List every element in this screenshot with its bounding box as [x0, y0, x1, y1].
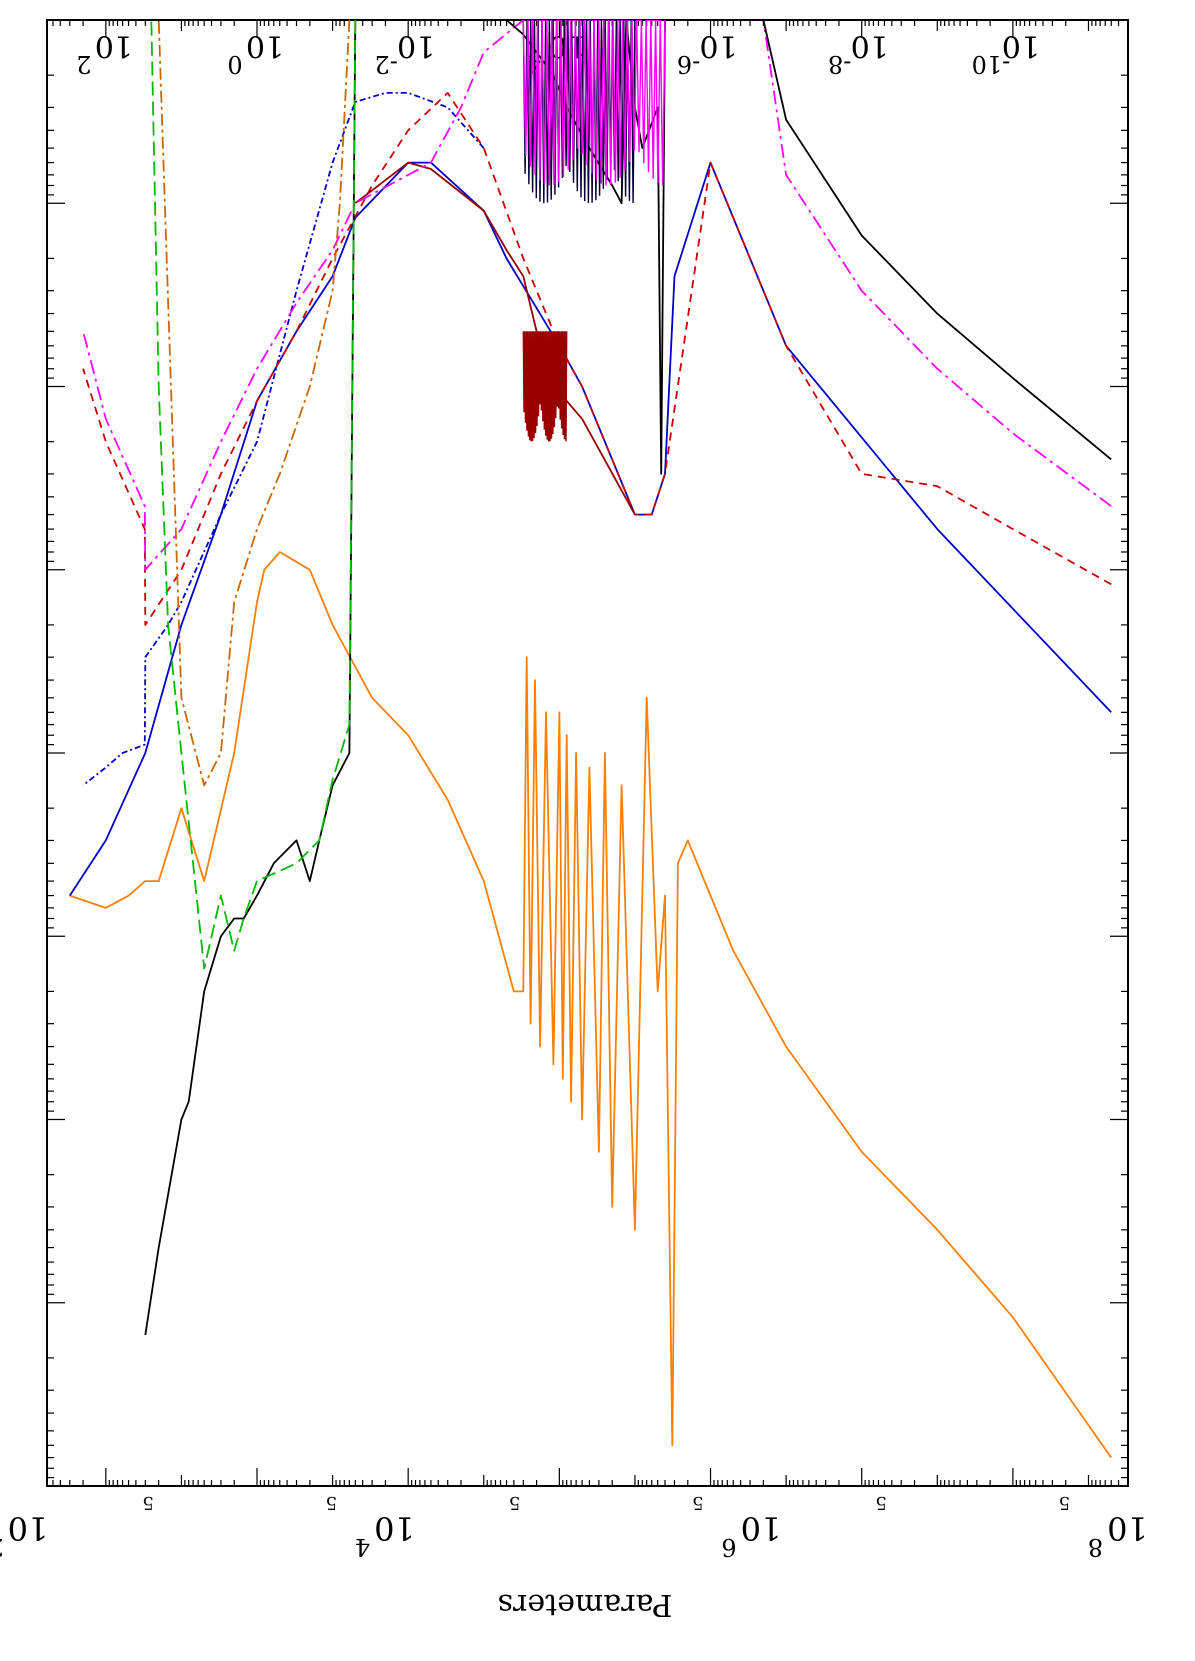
- x-tick-label-base: 10: [397, 28, 435, 63]
- y-minor-tick-label: 5: [326, 1492, 337, 1513]
- series-line-5: [82, 20, 1112, 571]
- x-tick-label-exp: -2: [374, 50, 397, 78]
- y-tick-label-base: 10: [741, 1509, 782, 1547]
- series-line-0: [69, 551, 1112, 1459]
- series-line-3: [82, 92, 1112, 626]
- x-tick-label-exp: -10: [972, 50, 1011, 78]
- axes: 10-1010-810-610-410-21001021021041061081…: [0, 19, 1148, 1561]
- y-tick-label-base: 10: [374, 1509, 415, 1547]
- y-tick-label-base: 10: [8, 1509, 49, 1547]
- x-tick-label-base: 10: [95, 28, 133, 63]
- y-tick-label-exp: 4: [355, 1533, 370, 1561]
- y-tick-label-exp: 6: [721, 1533, 736, 1561]
- x-tick-label: 10-8: [828, 28, 889, 78]
- y-tick-label: 108: [1088, 1509, 1148, 1561]
- series-line-7: [150, 20, 357, 970]
- x-tick-label-exp: -8: [828, 50, 851, 78]
- y-minor-tick-label: 5: [692, 1492, 703, 1513]
- y-tick-label-base: 10: [1107, 1509, 1148, 1547]
- series-line-4: [354, 161, 636, 516]
- x-tick-label-exp: -6: [677, 50, 700, 78]
- x-tick-label: 10-10: [972, 28, 1040, 78]
- x-tick-label-base: 10: [699, 28, 737, 63]
- y-tick-label: 102: [0, 1509, 48, 1561]
- y-tick-label-exp: 2: [0, 1533, 4, 1561]
- y-minor-tick-label: 5: [509, 1492, 520, 1513]
- x-tick-label: 100: [227, 28, 284, 78]
- x-tick-label-exp: 2: [76, 50, 91, 78]
- y-tick-label: 104: [355, 1509, 415, 1561]
- plot-frame: [46, 19, 1129, 1487]
- y-axis-label: Parameters: [498, 1587, 673, 1622]
- x-tick-label-base: 10: [1002, 28, 1040, 63]
- series-group: [69, 20, 1112, 1459]
- y-tick-label-exp: 8: [1088, 1533, 1103, 1561]
- x-tick-label: 10-2: [374, 28, 435, 78]
- y-minor-tick-label: 5: [142, 1492, 153, 1513]
- series-line-6: [144, 20, 1112, 1336]
- y-minor-tick-label: 5: [875, 1492, 886, 1513]
- x-tick-label: 102: [76, 28, 133, 78]
- series-line-8: [157, 20, 351, 787]
- x-tick-label: 10-6: [677, 28, 738, 78]
- x-tick-label-base: 10: [851, 28, 889, 63]
- x-tick-label-base: 10: [246, 28, 284, 63]
- oscillation-band-2: [522, 331, 568, 442]
- y-tick-label: 106: [721, 1509, 781, 1561]
- series-line-2: [82, 92, 485, 787]
- y-minor-tick-label: 5: [1059, 1492, 1070, 1513]
- x-tick-label-exp: 0: [227, 50, 242, 78]
